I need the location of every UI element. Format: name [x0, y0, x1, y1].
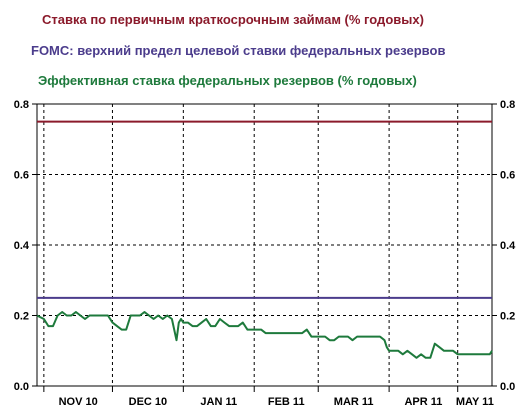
x-tick-label: NOV 10 — [59, 396, 98, 408]
y-tick-label-right: 0.6 — [500, 170, 515, 182]
y-tick-label-right: 0.2 — [500, 311, 515, 323]
y-tick-label-right: 0.8 — [500, 99, 515, 111]
x-tick-label: APR 11 — [404, 396, 442, 408]
legend-fomc-upper-target: FOMC: верхний предел целевой ставки феде… — [31, 43, 446, 58]
x-tick-label: MAY 11 — [456, 396, 494, 408]
x-tick-label: FEB 11 — [268, 396, 305, 408]
effective-fed-funds-line — [36, 311, 493, 359]
y-tick-label-left: 0.4 — [14, 240, 30, 252]
y-tick-label-left: 0.2 — [14, 311, 29, 323]
x-tick-label: JAN 11 — [200, 396, 237, 408]
y-tick-label-left: 0.8 — [14, 99, 29, 111]
x-tick-label: DEC 10 — [129, 396, 168, 408]
y-tick-label-left: 0.6 — [14, 170, 29, 182]
y-tick-label-right: 0.4 — [500, 240, 516, 252]
y-tick-label-right: 0.0 — [500, 381, 515, 393]
legend-primary-credit: Ставка по первичным краткосрочным займам… — [42, 12, 424, 27]
x-tick-label: MAR 11 — [334, 396, 374, 408]
legend-effective-fed-funds: Эффективная ставка федеральных резервов … — [38, 73, 417, 88]
y-tick-label-left: 0.0 — [14, 381, 29, 393]
